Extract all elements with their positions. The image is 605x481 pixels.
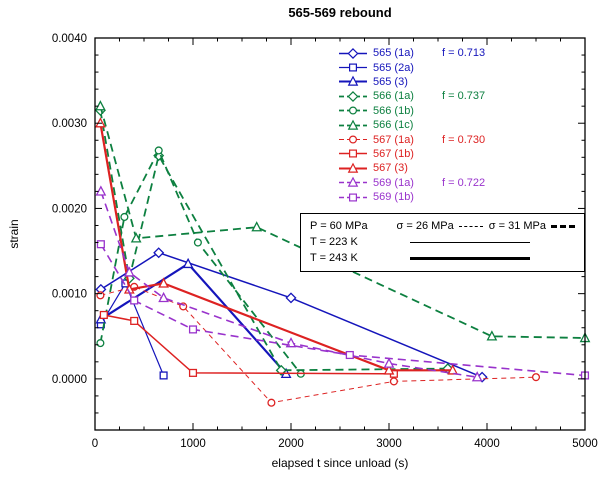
- legend-item: 566 (1b): [338, 104, 508, 118]
- thin-solid-line-sample: [410, 241, 530, 243]
- legend-line-sample: [339, 162, 367, 173]
- legend-line-sample: [339, 106, 367, 115]
- y-tick-label: 0.0040: [52, 33, 87, 45]
- series-layer: [94, 100, 591, 407]
- legend-item: 565 (1a) f = 0.713: [338, 46, 508, 60]
- sigma31-label: σ = 31 MPa: [488, 220, 546, 232]
- series-5661b: [96, 146, 305, 378]
- y-tick-label: 0.0000: [52, 374, 87, 386]
- legend-item: 565 (3): [338, 75, 508, 89]
- legend-item: 569 (1a) f = 0.722: [338, 176, 508, 190]
- thick-solid-line-sample: [410, 256, 530, 260]
- t223-label: T = 223 K: [310, 236, 358, 248]
- axes-layer: 0 1000 2000 3000 4000 5000 0.0000 0.0010 0.0020 0…: [52, 33, 598, 450]
- series-5691a: [95, 185, 483, 382]
- f-value-annotation: f = 0.730: [442, 133, 486, 146]
- sigma31-cell: σ = 31 MPa: [489, 220, 575, 232]
- legend-label: 569 (1b): [373, 191, 414, 204]
- conditions-row-t243: T = 243 K: [301, 250, 584, 266]
- x-tick-label: 2000: [278, 438, 304, 450]
- legend-label: 566 (1a): [373, 90, 414, 103]
- legend-label: 566 (1c): [373, 119, 414, 132]
- legend-label: 567 (3): [373, 162, 408, 175]
- x-tick-label: 5000: [572, 438, 598, 450]
- legend-line-sample: [339, 47, 367, 59]
- series-5661c: [95, 100, 591, 343]
- legend-line-sample: [339, 176, 367, 187]
- legend-item: 569 (1b): [338, 190, 508, 204]
- f-value-annotation: f = 0.722: [442, 176, 486, 189]
- pressure-label: P = 60 MPa: [310, 220, 368, 232]
- y-tick-label: 0.0030: [52, 118, 87, 130]
- series-5671b: [99, 310, 398, 378]
- conditions-legend: P = 60 MPa σ = 26 MPa σ = 31 MPa T = 223…: [300, 213, 585, 272]
- legend-label: 567 (1a): [373, 133, 414, 146]
- y-axis-label: strain: [7, 219, 21, 249]
- series-5673: [95, 117, 459, 375]
- f-value-annotation: f = 0.713: [442, 47, 486, 60]
- legend-line-sample: [339, 119, 367, 130]
- legend-label: 566 (1b): [373, 104, 414, 117]
- series-5652a: [96, 279, 168, 380]
- thin-dashed-line-sample: [458, 225, 483, 227]
- legend-label: 569 (1a): [373, 176, 414, 189]
- legend-line-sample: [339, 135, 367, 144]
- conditions-row-t223: T = 223 K: [301, 234, 584, 250]
- legend-line-sample: [339, 193, 367, 202]
- x-tick-label: 0: [92, 438, 98, 450]
- thick-dashed-line-sample: [551, 224, 575, 228]
- legend-line-sample: [339, 90, 367, 102]
- x-tick-label: 4000: [474, 438, 500, 450]
- legend-label: 565 (1a): [373, 47, 414, 60]
- x-axis-label: elapsed t since unload (s): [271, 456, 409, 470]
- legend-item: 567 (1b): [338, 147, 508, 161]
- conditions-row-headers: P = 60 MPa σ = 26 MPa σ = 31 MPa: [301, 218, 584, 234]
- legend-line-sample: [339, 63, 367, 72]
- chart-title: 565-569 rebound: [288, 5, 392, 20]
- legend-label: 565 (2a): [373, 61, 414, 74]
- y-tick-label: 0.0010: [52, 289, 87, 301]
- legend-item: 567 (1a) f = 0.730: [338, 132, 508, 146]
- x-tick-label: 3000: [376, 438, 402, 450]
- x-tick-label: 1000: [180, 438, 206, 450]
- legend-item: 566 (1a) f = 0.737: [338, 89, 508, 103]
- sigma26-cell: σ = 26 MPa: [397, 220, 489, 232]
- sigma26-label: σ = 26 MPa: [396, 220, 454, 232]
- series-legend: 565 (1a) f = 0.713 565 (2a) 565 (3) 566 (1a)…: [338, 46, 508, 204]
- legend-line-sample: [339, 76, 367, 87]
- f-value-annotation: f = 0.737: [442, 90, 486, 103]
- legend-line-sample: [339, 149, 367, 158]
- legend-label: 567 (1b): [373, 147, 414, 160]
- y-tick-label: 0.0020: [52, 203, 87, 215]
- legend-item: 566 (1c): [338, 118, 508, 132]
- t243-label: T = 243 K: [310, 252, 358, 264]
- legend-item: 567 (3): [338, 161, 508, 175]
- legend-label: 565 (3): [373, 75, 408, 88]
- legend-item: 565 (2a): [338, 60, 508, 74]
